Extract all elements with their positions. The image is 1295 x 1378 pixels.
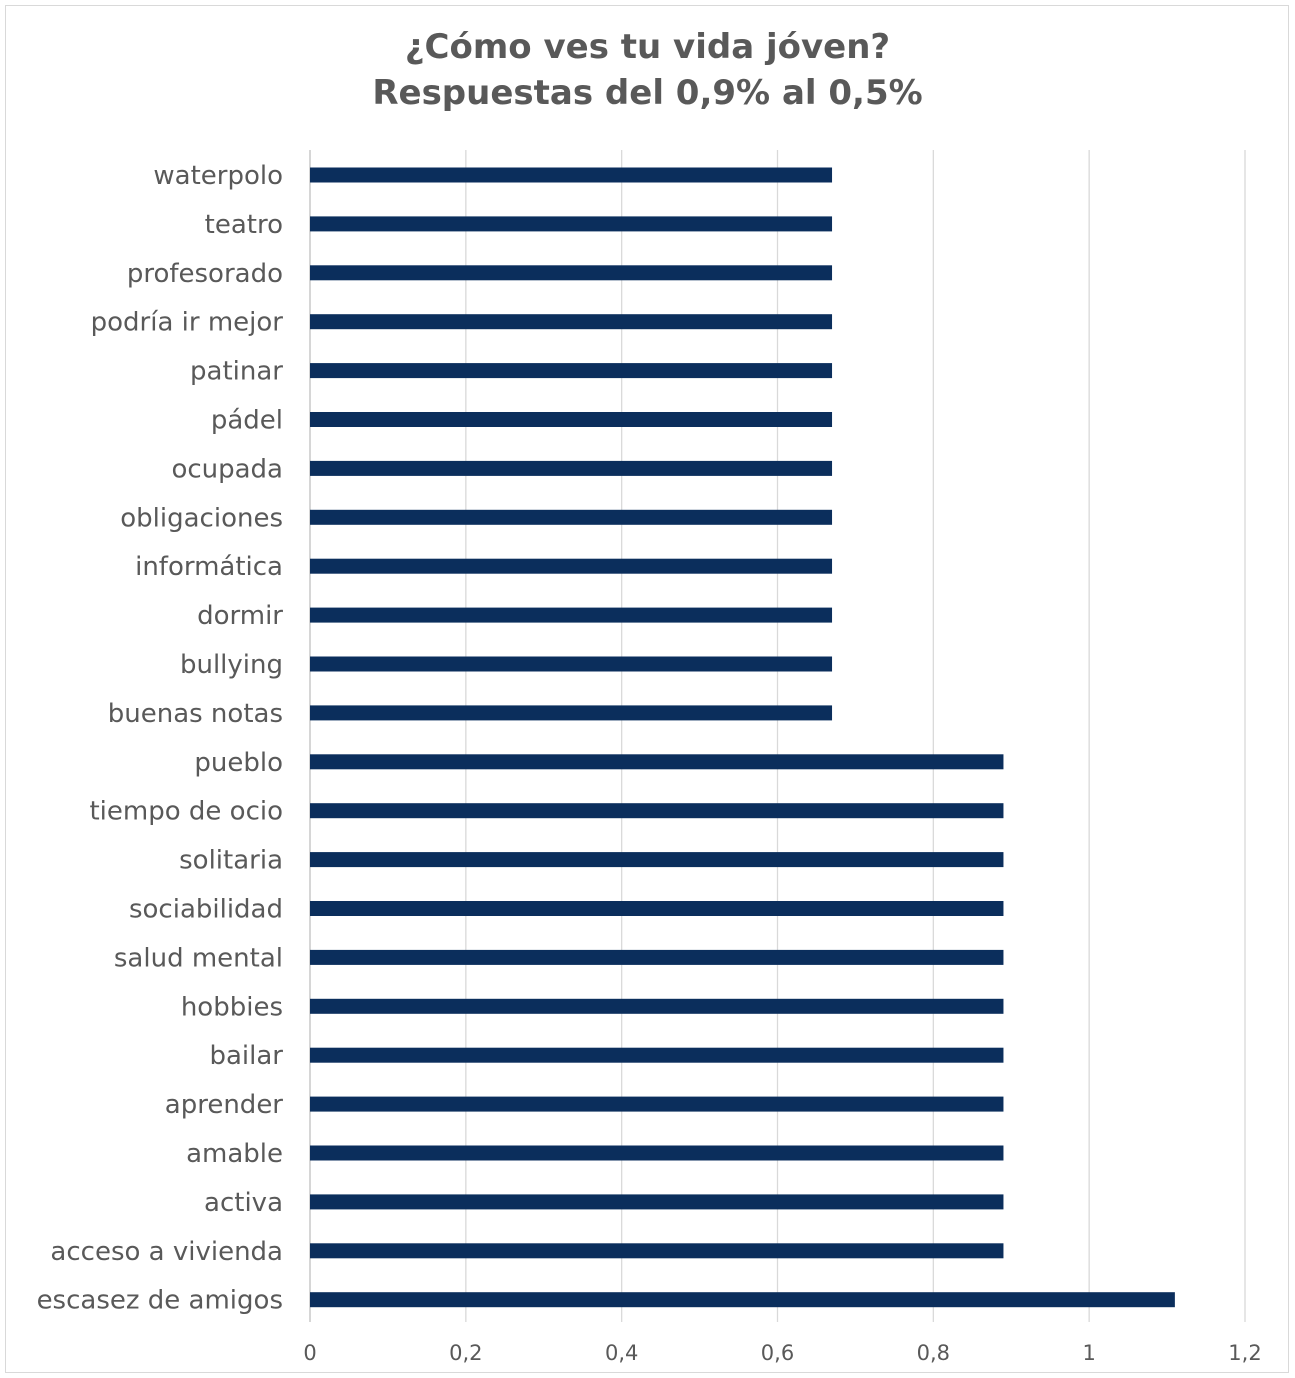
category-label: activa [204, 1188, 283, 1218]
bar [310, 412, 833, 427]
category-label: hobbies [181, 992, 283, 1022]
bars [310, 167, 1175, 1308]
bar [310, 607, 833, 623]
bar [310, 998, 1004, 1014]
category-label: patinar [190, 357, 283, 387]
chart-title: ¿Cómo ves tu vida jóven? Respuestas del … [0, 24, 1295, 116]
category-label: sociabilidad [129, 895, 283, 925]
category-label: salud mental [114, 943, 283, 973]
category-label: waterpolo [153, 161, 283, 191]
bar [310, 754, 1004, 770]
bar [310, 901, 1004, 916]
category-label: profesorado [127, 259, 283, 289]
chart-title-line-2: Respuestas del 0,9% al 0,5% [372, 73, 923, 113]
category-label: tiempo de ocio [89, 797, 283, 827]
x-tick-label: 1 [1082, 1341, 1095, 1365]
category-label: pádel [211, 406, 283, 436]
bar [310, 314, 833, 330]
category-label: escasez de amigos [37, 1286, 283, 1316]
bar [310, 558, 833, 574]
gridlines [309, 150, 1246, 1322]
x-tick-label: 0,4 [605, 1341, 638, 1365]
bar [310, 656, 833, 672]
bar [310, 363, 833, 379]
x-tick-label: 0,2 [449, 1341, 482, 1365]
x-tick-label: 0 [303, 1341, 316, 1365]
category-labels: waterpolo teatro profesorado podría ir mejo… [37, 161, 284, 1316]
bar [310, 1145, 1004, 1161]
bar [310, 265, 833, 281]
category-label: teatro [205, 210, 283, 240]
bar [310, 509, 833, 525]
bar [310, 852, 1004, 868]
category-label: pueblo [194, 748, 283, 778]
bar [310, 705, 833, 721]
category-label: informática [135, 552, 283, 582]
x-tick-label: 0,8 [917, 1341, 950, 1365]
x-tick-labels: 0 0,2 0,4 0,6 0,8 1 1,2 [303, 1341, 1261, 1365]
bar [310, 1096, 1004, 1112]
category-label: podría ir mejor [91, 308, 284, 338]
x-tick-label: 1,2 [1228, 1341, 1261, 1365]
bar [310, 216, 833, 232]
category-label: acceso a vivienda [50, 1237, 283, 1267]
bar [310, 1243, 1004, 1259]
category-label: dormir [197, 601, 283, 631]
category-label: bailar [209, 1041, 283, 1071]
category-label: amable [186, 1139, 283, 1169]
x-tick-label: 0,6 [761, 1341, 794, 1365]
category-label: buenas notas [108, 699, 283, 729]
category-label: bullying [180, 650, 283, 680]
category-label: ocupada [171, 454, 283, 484]
chart-frame [5, 5, 1289, 1373]
bar [310, 1047, 1004, 1063]
bar [310, 949, 1004, 965]
bar [310, 1292, 1175, 1308]
category-label: aprender [165, 1090, 284, 1120]
bar [310, 803, 1004, 819]
bar [310, 167, 833, 183]
bar [310, 460, 833, 476]
category-label: obligaciones [120, 503, 283, 533]
bar [310, 1194, 1004, 1210]
chart-title-line-1: ¿Cómo ves tu vida jóven? [404, 27, 891, 67]
category-label: solitaria [179, 846, 283, 876]
